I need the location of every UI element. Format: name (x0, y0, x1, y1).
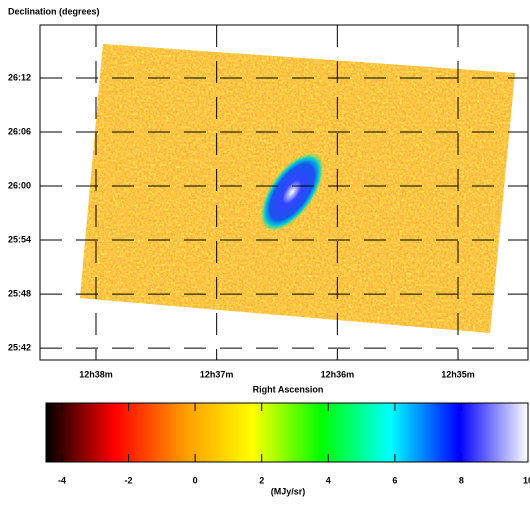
y-tick-label: 25:54 (8, 234, 31, 244)
x-tick-label: 12h37m (200, 369, 234, 379)
colorbar-tick-label: 6 (392, 475, 397, 485)
y-axis-label: Declination (degrees) (8, 6, 100, 16)
x-axis-label: Right Ascension (253, 384, 324, 394)
y-tick-label: 26:12 (8, 72, 31, 82)
x-tick-label: 12h38m (79, 369, 113, 379)
x-tick-label: 12h36m (321, 369, 355, 379)
y-tick-label: 26:06 (8, 126, 31, 136)
colorbar-tick-label: -4 (58, 475, 66, 485)
colorbar-label: (MJy/sr) (271, 486, 306, 496)
galaxy (260, 152, 324, 232)
colorbar-tick-label: 10 (523, 475, 530, 485)
colorbar (45, 402, 529, 463)
y-tick-label: 25:42 (8, 342, 31, 352)
colorbar-tick-label: 8 (459, 475, 464, 485)
y-tick-label: 26:00 (8, 180, 31, 190)
colorbar-tick-label: 2 (259, 475, 264, 485)
colorbar-tick-label: -2 (125, 475, 133, 485)
colorbar-tick-label: 4 (326, 475, 331, 485)
y-tick-label: 25:48 (8, 288, 31, 298)
x-tick-label: 12h35m (441, 369, 475, 379)
colorbar-tick-label: 0 (193, 475, 198, 485)
